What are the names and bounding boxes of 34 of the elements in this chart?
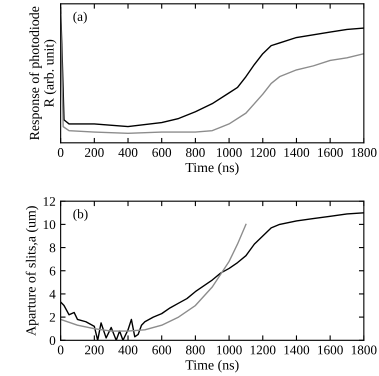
y-tick-label: 0 bbox=[50, 336, 56, 345]
x-tick-label: 1600 bbox=[318, 148, 343, 157]
x-tick-label: 1000 bbox=[217, 346, 242, 354]
x-tick-label: 0 bbox=[58, 346, 64, 354]
x-tick-label: 1800 bbox=[352, 148, 377, 157]
annotation: (a) bbox=[73, 12, 87, 24]
x-tick-label: 1400 bbox=[284, 148, 310, 157]
y-axis-title: Response of photodiode R (arb. unit) bbox=[29, 6, 56, 140]
x-tick-label: 200 bbox=[85, 346, 104, 354]
x-tick-label: 800 bbox=[186, 148, 205, 157]
y-tick-label: 4 bbox=[49, 290, 56, 299]
x-tick-label: 1800 bbox=[352, 346, 377, 354]
x-tick-label: 600 bbox=[152, 346, 172, 354]
annotation: (b) bbox=[73, 209, 88, 222]
x-tick-label: 1200 bbox=[250, 346, 276, 354]
x-tick-label: 200 bbox=[85, 148, 104, 157]
x-axis-title: Time (ns) bbox=[186, 162, 239, 176]
y-tick-label: 6 bbox=[50, 266, 56, 276]
x-tick-label: 400 bbox=[118, 346, 138, 354]
x-tick-label: 400 bbox=[118, 148, 138, 157]
x-tick-label: 1600 bbox=[318, 346, 343, 354]
x-axis-title: Time (ns) bbox=[186, 360, 239, 372]
y-tick-label: 2 bbox=[50, 312, 56, 322]
x-tick-label: 1000 bbox=[217, 148, 242, 157]
y-tick-label: 12 bbox=[44, 197, 56, 206]
y-tick-label: 8 bbox=[50, 243, 56, 252]
x-tick-label: 0 bbox=[58, 148, 64, 157]
x-tick-label: 600 bbox=[152, 148, 172, 157]
line-series bbox=[60, 224, 247, 332]
x-tick-label: 1400 bbox=[284, 346, 310, 354]
x-tick-label: 1200 bbox=[250, 148, 276, 157]
y-axis-title: Aparture of slits,a (um) bbox=[26, 206, 38, 336]
x-tick-label: 800 bbox=[186, 346, 205, 354]
y-tick-label: 10 bbox=[44, 220, 56, 230]
